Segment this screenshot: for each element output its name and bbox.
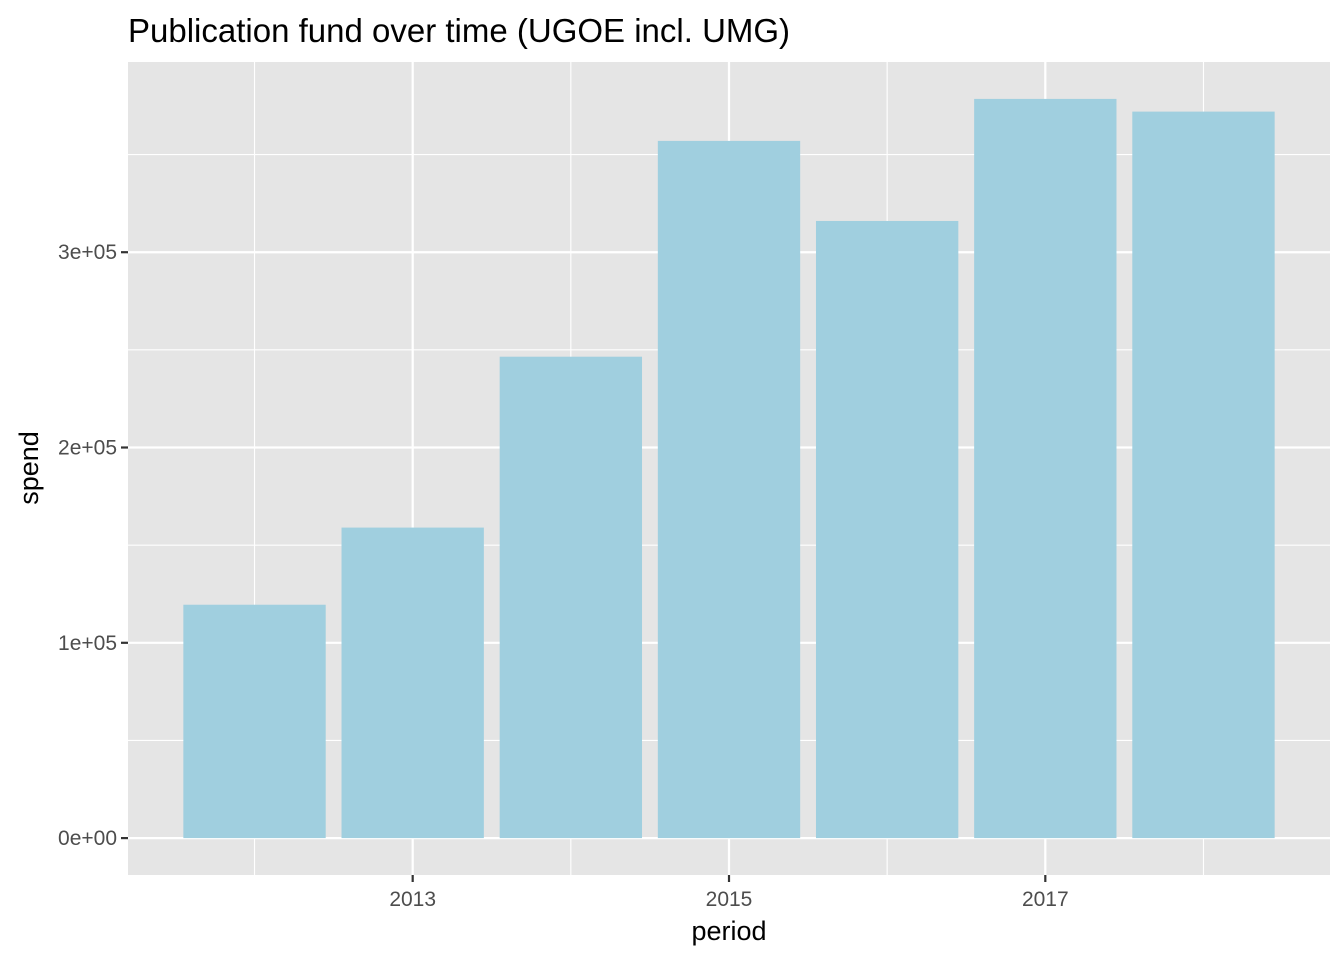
x-axis: 2013 2015 2017 xyxy=(389,875,1069,911)
bar-2017 xyxy=(974,98,1117,839)
x-tick-label: 2017 xyxy=(1022,888,1069,911)
bar-2012 xyxy=(183,604,326,839)
y-tick-label: 0e+00 xyxy=(58,827,117,850)
y-tick-label: 2e+05 xyxy=(58,437,117,460)
x-axis-title: period xyxy=(691,916,766,946)
bar-2014 xyxy=(499,356,643,839)
bar-2016 xyxy=(815,220,959,839)
chart-title: Publication fund over time (UGOE incl. U… xyxy=(128,12,790,49)
y-axis-title: spend xyxy=(14,431,44,505)
bar-2018 xyxy=(1132,111,1275,839)
y-tick-label: 3e+05 xyxy=(58,241,117,264)
bar-2013 xyxy=(341,527,484,839)
x-tick-label: 2013 xyxy=(389,888,436,911)
y-tick-label: 1e+05 xyxy=(58,632,117,655)
x-tick-label: 2015 xyxy=(706,888,753,911)
bar-2015 xyxy=(657,140,801,839)
y-axis: 0e+00 1e+05 2e+05 3e+05 xyxy=(58,241,128,850)
bars xyxy=(183,98,1275,839)
